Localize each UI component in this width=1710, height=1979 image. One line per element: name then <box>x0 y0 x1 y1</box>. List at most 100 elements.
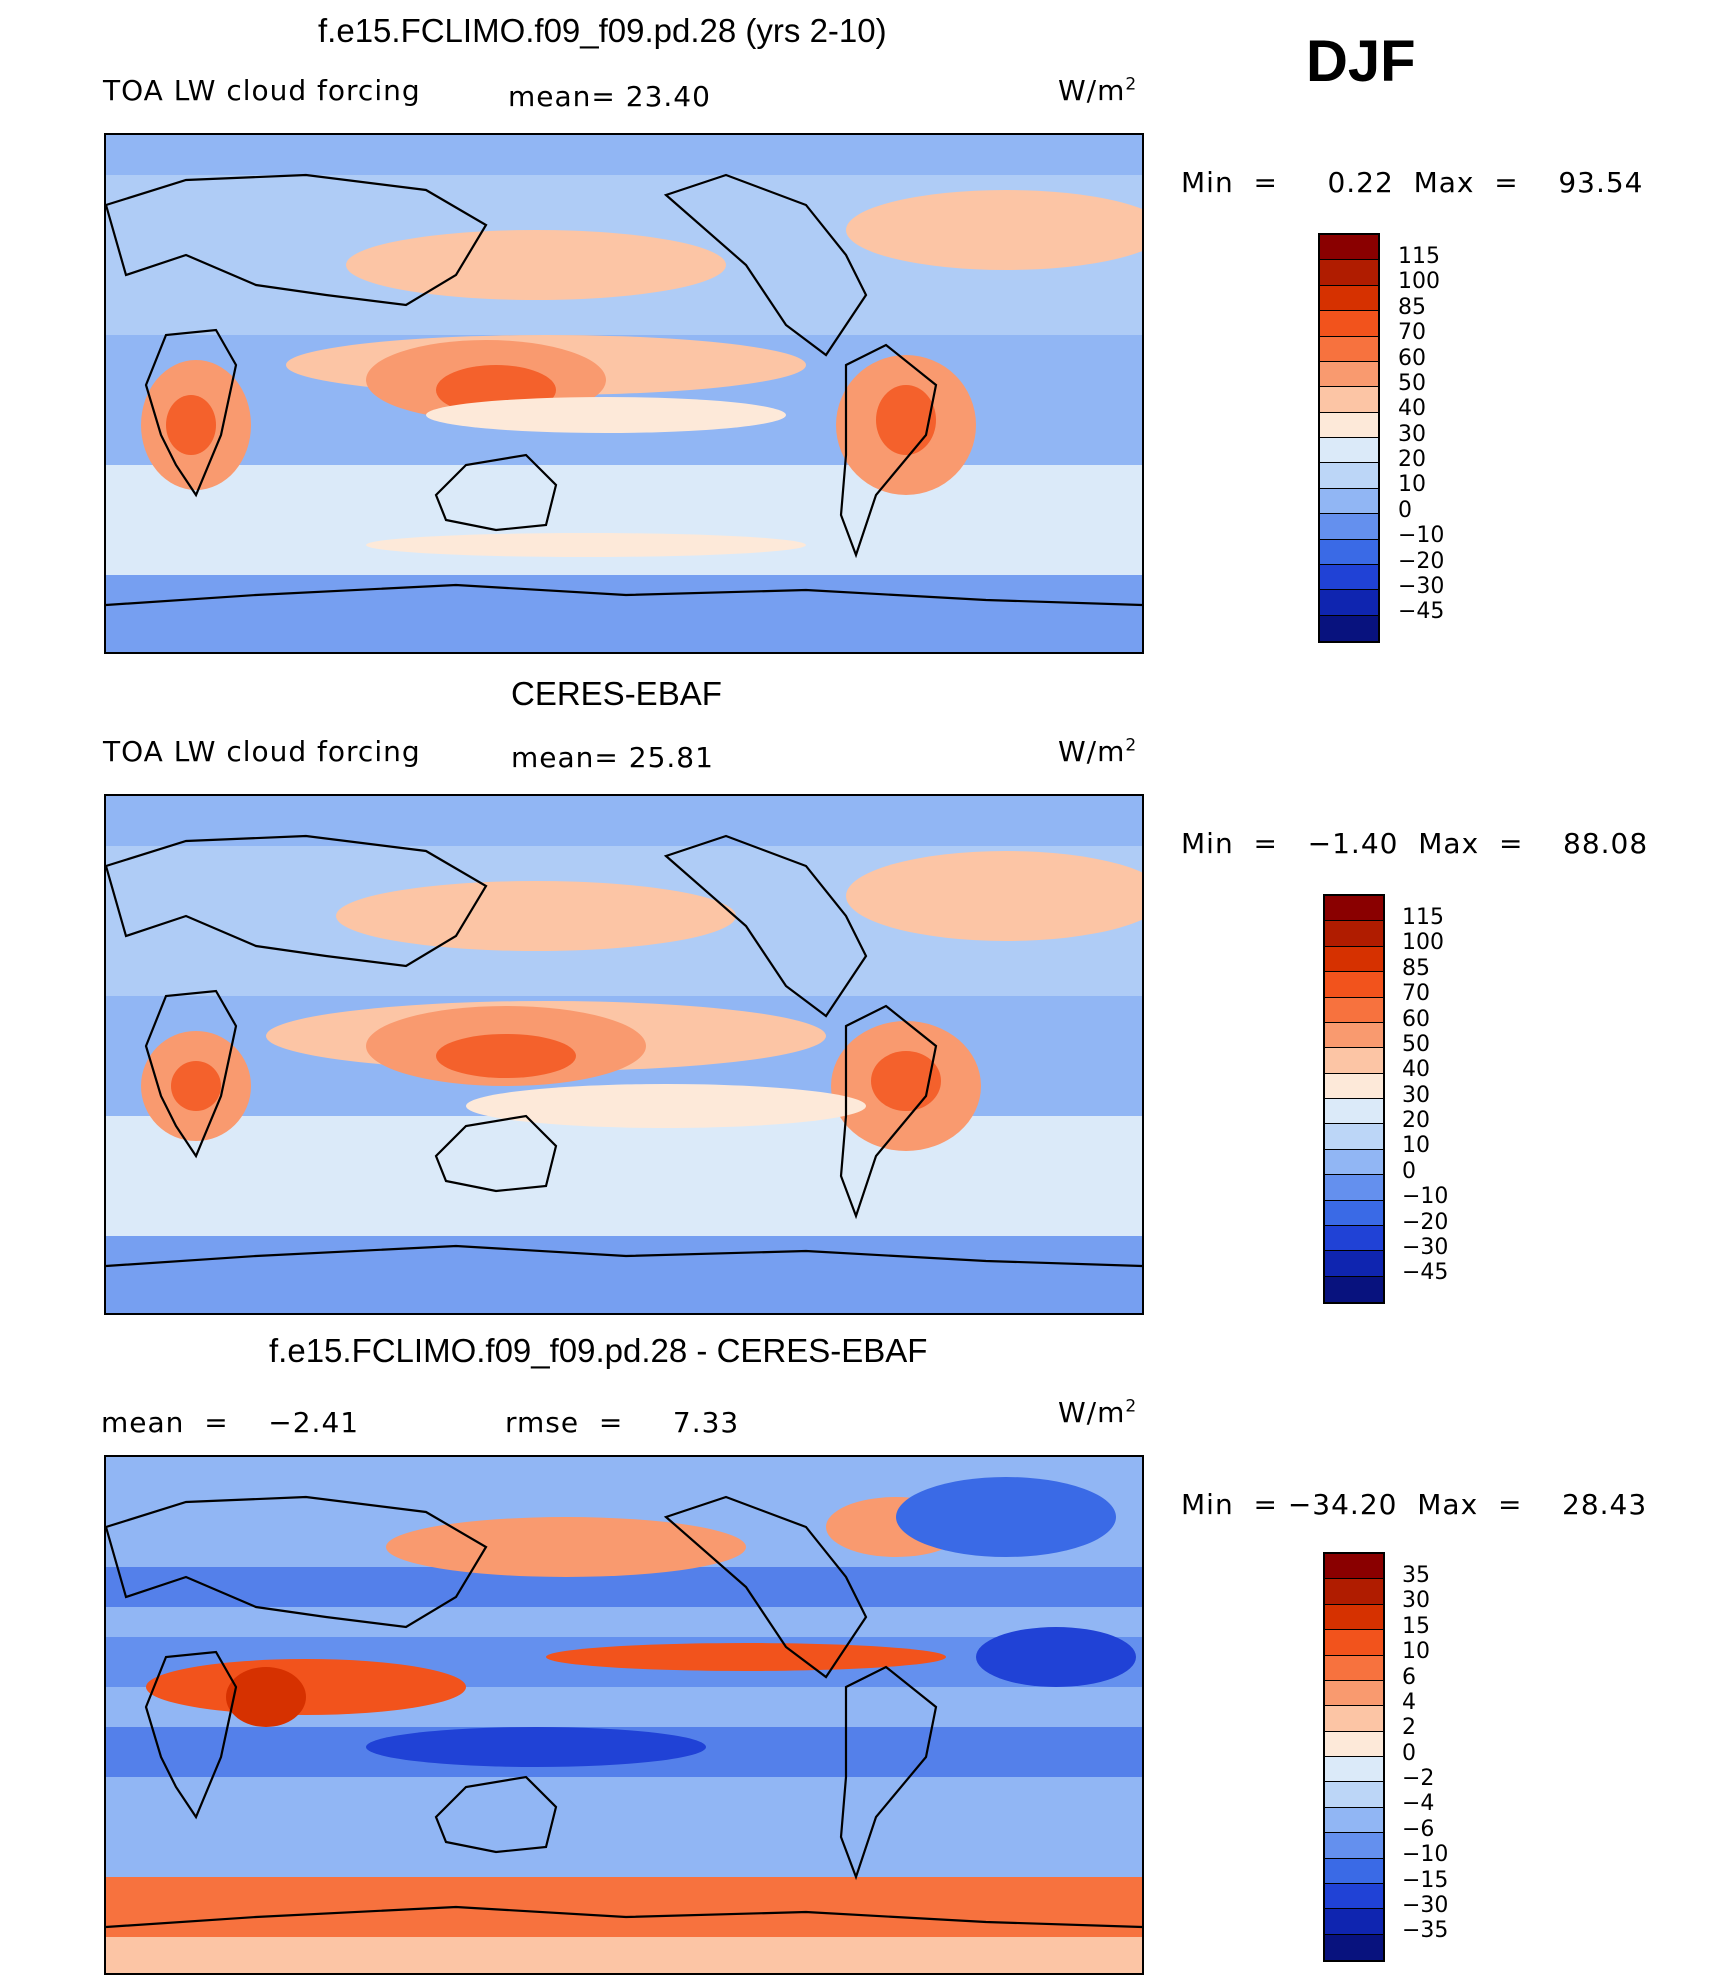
p1-coast-eurasia <box>106 173 488 307</box>
colorbar-swatch <box>1325 1909 1383 1935</box>
p2-coast-antarctica <box>106 1244 1142 1268</box>
colorbar-swatch <box>1320 412 1378 438</box>
panel2-min-max: Min = −1.40 Max = 88.08 <box>1181 827 1649 860</box>
colorbar-swatch <box>1325 896 1383 922</box>
colorbar-tick-label: 70 <box>1402 981 1430 1007</box>
colorbar-tick-label: 115 <box>1402 905 1444 930</box>
p2-midlat-band-s <box>106 1116 1142 1236</box>
p3-coast-africa <box>144 1650 238 1820</box>
colorbar-swatch <box>1320 285 1378 312</box>
colorbar-swatch <box>1325 1251 1383 1277</box>
colorbar-tick-label: 20 <box>1402 1108 1430 1133</box>
p1-coast-africa <box>144 328 238 498</box>
colorbar-tick-label: 2 <box>1402 1715 1416 1741</box>
p3-coast-namerica <box>663 1495 868 1679</box>
colorbar-swatch <box>1325 1757 1383 1783</box>
p2-africa-core <box>171 1061 221 1111</box>
colorbar-tick-label: −45 <box>1402 1260 1449 1286</box>
colorbar-tick-label: 10 <box>1402 1133 1430 1159</box>
p3-itcz-warm <box>546 1643 946 1671</box>
panel1-colorbar <box>1318 233 1380 643</box>
panel2-map <box>104 794 1144 1315</box>
colorbar-tick-label: 30 <box>1398 421 1426 447</box>
panel3-colorbar <box>1323 1552 1385 1962</box>
colorbar-swatch <box>1325 1731 1383 1757</box>
panel1-title: f.e15.FCLIMO.f09_f09.pd.28 (yrs 2-10) <box>318 12 887 49</box>
colorbar-tick-label: 100 <box>1402 930 1444 956</box>
colorbar-swatch <box>1320 260 1378 286</box>
colorbar-tick-label: −10 <box>1398 523 1445 549</box>
colorbar-swatch <box>1325 1833 1383 1859</box>
colorbar-swatch <box>1320 615 1378 641</box>
colorbar-swatch <box>1325 1276 1383 1302</box>
colorbar-tick-label: 35 <box>1402 1563 1430 1588</box>
panel2-variable-label: TOA LW cloud forcing <box>103 735 421 768</box>
colorbar-swatch <box>1320 539 1378 565</box>
panel3-colorbar-labels: 35 30 15 10 6 4 2 0 −2 −4 −6 −10 −15 −30 −35 <box>1402 1563 1502 1963</box>
p2-coast-samerica <box>839 1004 938 1220</box>
colorbar-tick-label: 0 <box>1398 497 1412 523</box>
colorbar-tick-label: 40 <box>1398 396 1426 422</box>
colorbar-tick-label: 10 <box>1398 472 1426 498</box>
panel1-variable-label: TOA LW cloud forcing <box>103 74 421 107</box>
colorbar-tick-label: 85 <box>1402 955 1430 981</box>
colorbar-swatch <box>1320 438 1378 464</box>
p2-coast-africa <box>144 989 238 1159</box>
colorbar-tick-label: −35 <box>1402 1918 1449 1944</box>
p1-coast-antarctica <box>106 583 1142 607</box>
panel3-mean-label: mean = −2.41 <box>101 1406 360 1439</box>
panel3-min-max: Min = −34.20 Max = 28.43 <box>1181 1488 1648 1521</box>
p1-samerica-core <box>876 385 936 455</box>
panel1-map <box>104 133 1144 654</box>
p1-coast-australia <box>434 453 558 532</box>
p3-npacific-warm <box>386 1517 746 1577</box>
colorbar-tick-label: −30 <box>1402 1892 1449 1918</box>
panel2-colorbar-labels: 115 100 85 70 60 50 40 30 20 10 0 −10 −20 −30 −45 <box>1402 905 1502 1305</box>
panel2-units: W/m2 <box>1058 735 1138 768</box>
panel1-mean-label: mean= 23.40 <box>508 80 711 113</box>
colorbar-tick-label: −6 <box>1402 1816 1435 1842</box>
p1-npacific-storm <box>346 230 726 300</box>
p1-spcz <box>426 397 786 433</box>
colorbar-tick-label: −10 <box>1402 1842 1449 1868</box>
colorbar-swatch <box>1325 1934 1383 1960</box>
p3-antarctic-band <box>106 1937 1142 1973</box>
panel2-colorbar <box>1323 894 1385 1304</box>
colorbar-swatch <box>1325 997 1383 1023</box>
colorbar-swatch <box>1325 1200 1383 1226</box>
colorbar-swatch <box>1325 946 1383 973</box>
colorbar-tick-label: 115 <box>1398 244 1440 269</box>
panel3-rmse-label: rmse = 7.33 <box>505 1406 740 1439</box>
p2-polar-band-s <box>106 1236 1142 1313</box>
colorbar-tick-label: 40 <box>1402 1057 1430 1083</box>
colorbar-swatch <box>1320 463 1378 489</box>
p2-natlantic-storm <box>846 851 1142 941</box>
p3-indian-warm <box>146 1659 466 1715</box>
panel2-map-svg <box>106 796 1142 1313</box>
colorbar-swatch <box>1325 1149 1383 1176</box>
p1-africa-core <box>166 395 216 455</box>
colorbar-swatch <box>1320 336 1378 362</box>
panel1-min-max: Min = 0.22 Max = 93.54 <box>1181 166 1644 199</box>
colorbar-swatch <box>1325 1099 1383 1125</box>
panel3-units: W/m2 <box>1058 1396 1138 1429</box>
colorbar-tick-label: 50 <box>1398 370 1426 396</box>
colorbar-swatch <box>1325 1858 1383 1884</box>
colorbar-tick-label: 30 <box>1402 1082 1430 1108</box>
p3-atlantic-cold <box>976 1627 1136 1687</box>
colorbar-swatch <box>1320 514 1378 540</box>
colorbar-swatch <box>1325 921 1383 947</box>
panel1-map-svg <box>106 135 1142 652</box>
colorbar-swatch <box>1325 1655 1383 1681</box>
p2-warm-pool-core <box>436 1034 576 1078</box>
colorbar-tick-label: 6 <box>1402 1664 1416 1690</box>
panel3-map-svg <box>106 1457 1142 1973</box>
colorbar-tick-label: 10 <box>1402 1639 1430 1665</box>
colorbar-tick-label: 100 <box>1398 269 1440 295</box>
colorbar-tick-label: −30 <box>1402 1234 1449 1260</box>
colorbar-swatch <box>1325 1706 1383 1732</box>
colorbar-swatch <box>1320 590 1378 616</box>
panel3-title: f.e15.FCLIMO.f09_f09.pd.28 - CERES-EBAF <box>269 1332 928 1369</box>
panel2-title: CERES-EBAF <box>511 675 722 712</box>
colorbar-tick-label: 15 <box>1402 1613 1430 1639</box>
